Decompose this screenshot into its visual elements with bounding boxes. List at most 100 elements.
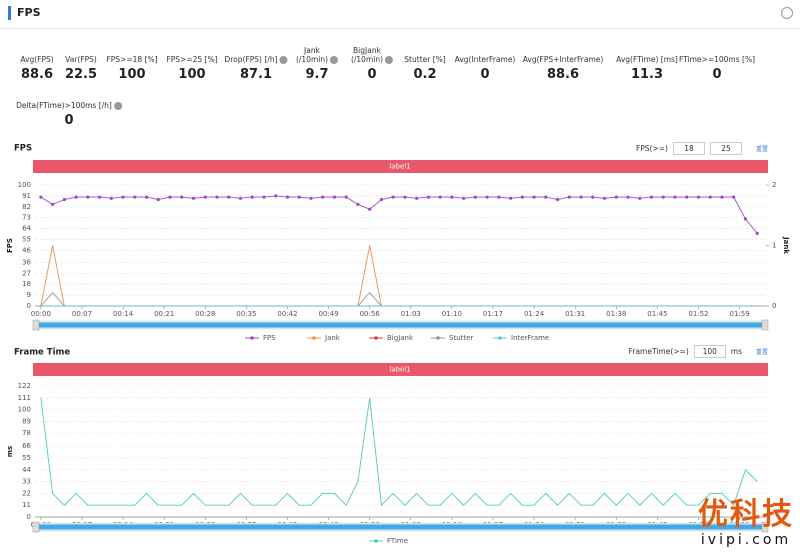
y-tick-label: 18	[22, 280, 31, 288]
data-point	[274, 194, 278, 198]
reset-button[interactable]: 重置	[755, 146, 768, 153]
stat-label-text: Jank (/10min)	[295, 46, 329, 64]
threshold-input[interactable]: 100	[693, 345, 726, 358]
series-line	[40, 245, 758, 307]
slider-handle[interactable]	[761, 319, 769, 331]
threshold-input[interactable]: 25	[709, 142, 742, 155]
data-point	[685, 195, 689, 199]
data-point	[602, 196, 607, 200]
threshold-input[interactable]: 18	[672, 142, 705, 155]
data-point	[520, 195, 524, 199]
stat-value: 88.6	[20, 67, 54, 82]
legend-label: Stutter	[449, 334, 473, 342]
y-tick-label: 9	[27, 291, 31, 299]
data-point	[743, 217, 748, 221]
stat-label-text: FPS>=25 [%]	[166, 55, 218, 64]
threshold-label: FrameTime(>=)	[628, 347, 689, 356]
x-tick-label: 00:28	[195, 310, 215, 318]
help-icon[interactable]	[279, 56, 288, 64]
y-tick-label: 0	[27, 302, 31, 310]
data-point	[379, 197, 384, 202]
x-tick-label: 00:42	[277, 310, 297, 318]
collapse-toggle[interactable]	[781, 7, 793, 19]
stat-label: FTime>=100ms [%]	[679, 46, 755, 64]
slider-handle[interactable]	[32, 319, 40, 331]
y-axis-label: FPS	[6, 238, 14, 253]
legend-label: InterFrame	[511, 334, 549, 342]
stat-value: 0	[367, 67, 377, 82]
legend-item[interactable]: BigJank	[369, 334, 414, 342]
stat: Avg(FPS) 88.6	[20, 46, 53, 82]
help-icon[interactable]	[113, 102, 122, 110]
x-tick-label: 01:45	[647, 310, 667, 318]
legend-item[interactable]: Stutter	[431, 334, 473, 342]
help-icon[interactable]	[385, 56, 394, 64]
legend-marker	[498, 336, 502, 340]
stat-value: 87.1	[239, 67, 273, 82]
x-tick-label: 01:24	[524, 310, 545, 318]
data-point	[321, 195, 325, 199]
data-point	[579, 195, 583, 199]
stat: Var(FPS) 22.5	[65, 46, 97, 82]
legend-label: FTime	[387, 537, 408, 545]
stat-value: 0.2	[413, 67, 437, 82]
x-tick-label: 00:56	[360, 310, 381, 318]
legend-item[interactable]: InterFrame	[493, 334, 549, 342]
y-tick-label: 73	[22, 214, 31, 222]
stat-value: 100	[178, 67, 206, 82]
data-point	[144, 195, 149, 199]
series-line	[40, 292, 758, 307]
stat-label: Var(FPS)	[65, 46, 97, 64]
y-axis-label: ms	[6, 446, 14, 457]
slider-handle[interactable]	[761, 521, 769, 533]
data-point	[614, 195, 618, 199]
chart-title: Frame Time	[14, 348, 70, 358]
data-point	[508, 196, 513, 200]
y-tick-label: 27	[22, 269, 31, 277]
legend-item[interactable]: FTime	[369, 537, 408, 545]
legend-item[interactable]: FPS	[245, 334, 276, 342]
reset-button[interactable]: 重置	[755, 349, 768, 356]
y2-tick-label: 2	[772, 181, 776, 189]
stat-value: 0	[480, 67, 490, 82]
data-point	[415, 196, 419, 200]
data-point	[626, 195, 630, 199]
stat-label-text: Drop(FPS) [/h]	[224, 55, 278, 64]
y-tick-label: 22	[22, 489, 31, 497]
stat-label-text: Stutter [%]	[404, 55, 446, 64]
legend-marker	[374, 336, 378, 340]
series-line	[40, 195, 758, 234]
legend-item[interactable]: Jank	[307, 334, 341, 342]
x-tick-label: 00:14	[113, 310, 134, 318]
data-point	[86, 195, 90, 199]
stat-label-text: Delta(FTime)>100ms [/h]	[16, 101, 112, 110]
threshold-label: FPS(>=)	[635, 144, 668, 153]
threshold-unit: ms	[730, 347, 742, 356]
data-point	[62, 197, 66, 202]
stat-label-text: Avg(InterFrame)	[454, 55, 516, 64]
data-point	[227, 195, 231, 199]
x-tick-label: 00:00	[31, 310, 51, 318]
y-tick-label: 91	[22, 192, 31, 200]
data-point	[39, 195, 43, 199]
label-bar	[33, 160, 768, 173]
data-point	[462, 196, 466, 200]
slider-handle[interactable]	[32, 521, 40, 533]
y2-tick-label: 0	[772, 302, 776, 310]
y-tick-label: 111	[18, 394, 31, 402]
y-tick-label: 89	[22, 417, 31, 425]
help-icon[interactable]	[330, 56, 339, 64]
data-point	[238, 196, 243, 200]
label-bar-text: label1	[389, 163, 410, 171]
x-tick-label: 01:31	[565, 310, 585, 318]
stat: FPS>=25 [%] 100	[166, 46, 217, 82]
data-point	[426, 195, 430, 199]
x-tick-label: 00:07	[72, 310, 92, 318]
data-point	[297, 195, 301, 199]
data-point	[567, 195, 571, 199]
y-tick-label: 66	[22, 442, 31, 450]
y2-axis-label: Jank	[782, 236, 790, 254]
stat: Jank (/10min) 9.7	[295, 46, 339, 82]
data-point	[391, 195, 395, 199]
